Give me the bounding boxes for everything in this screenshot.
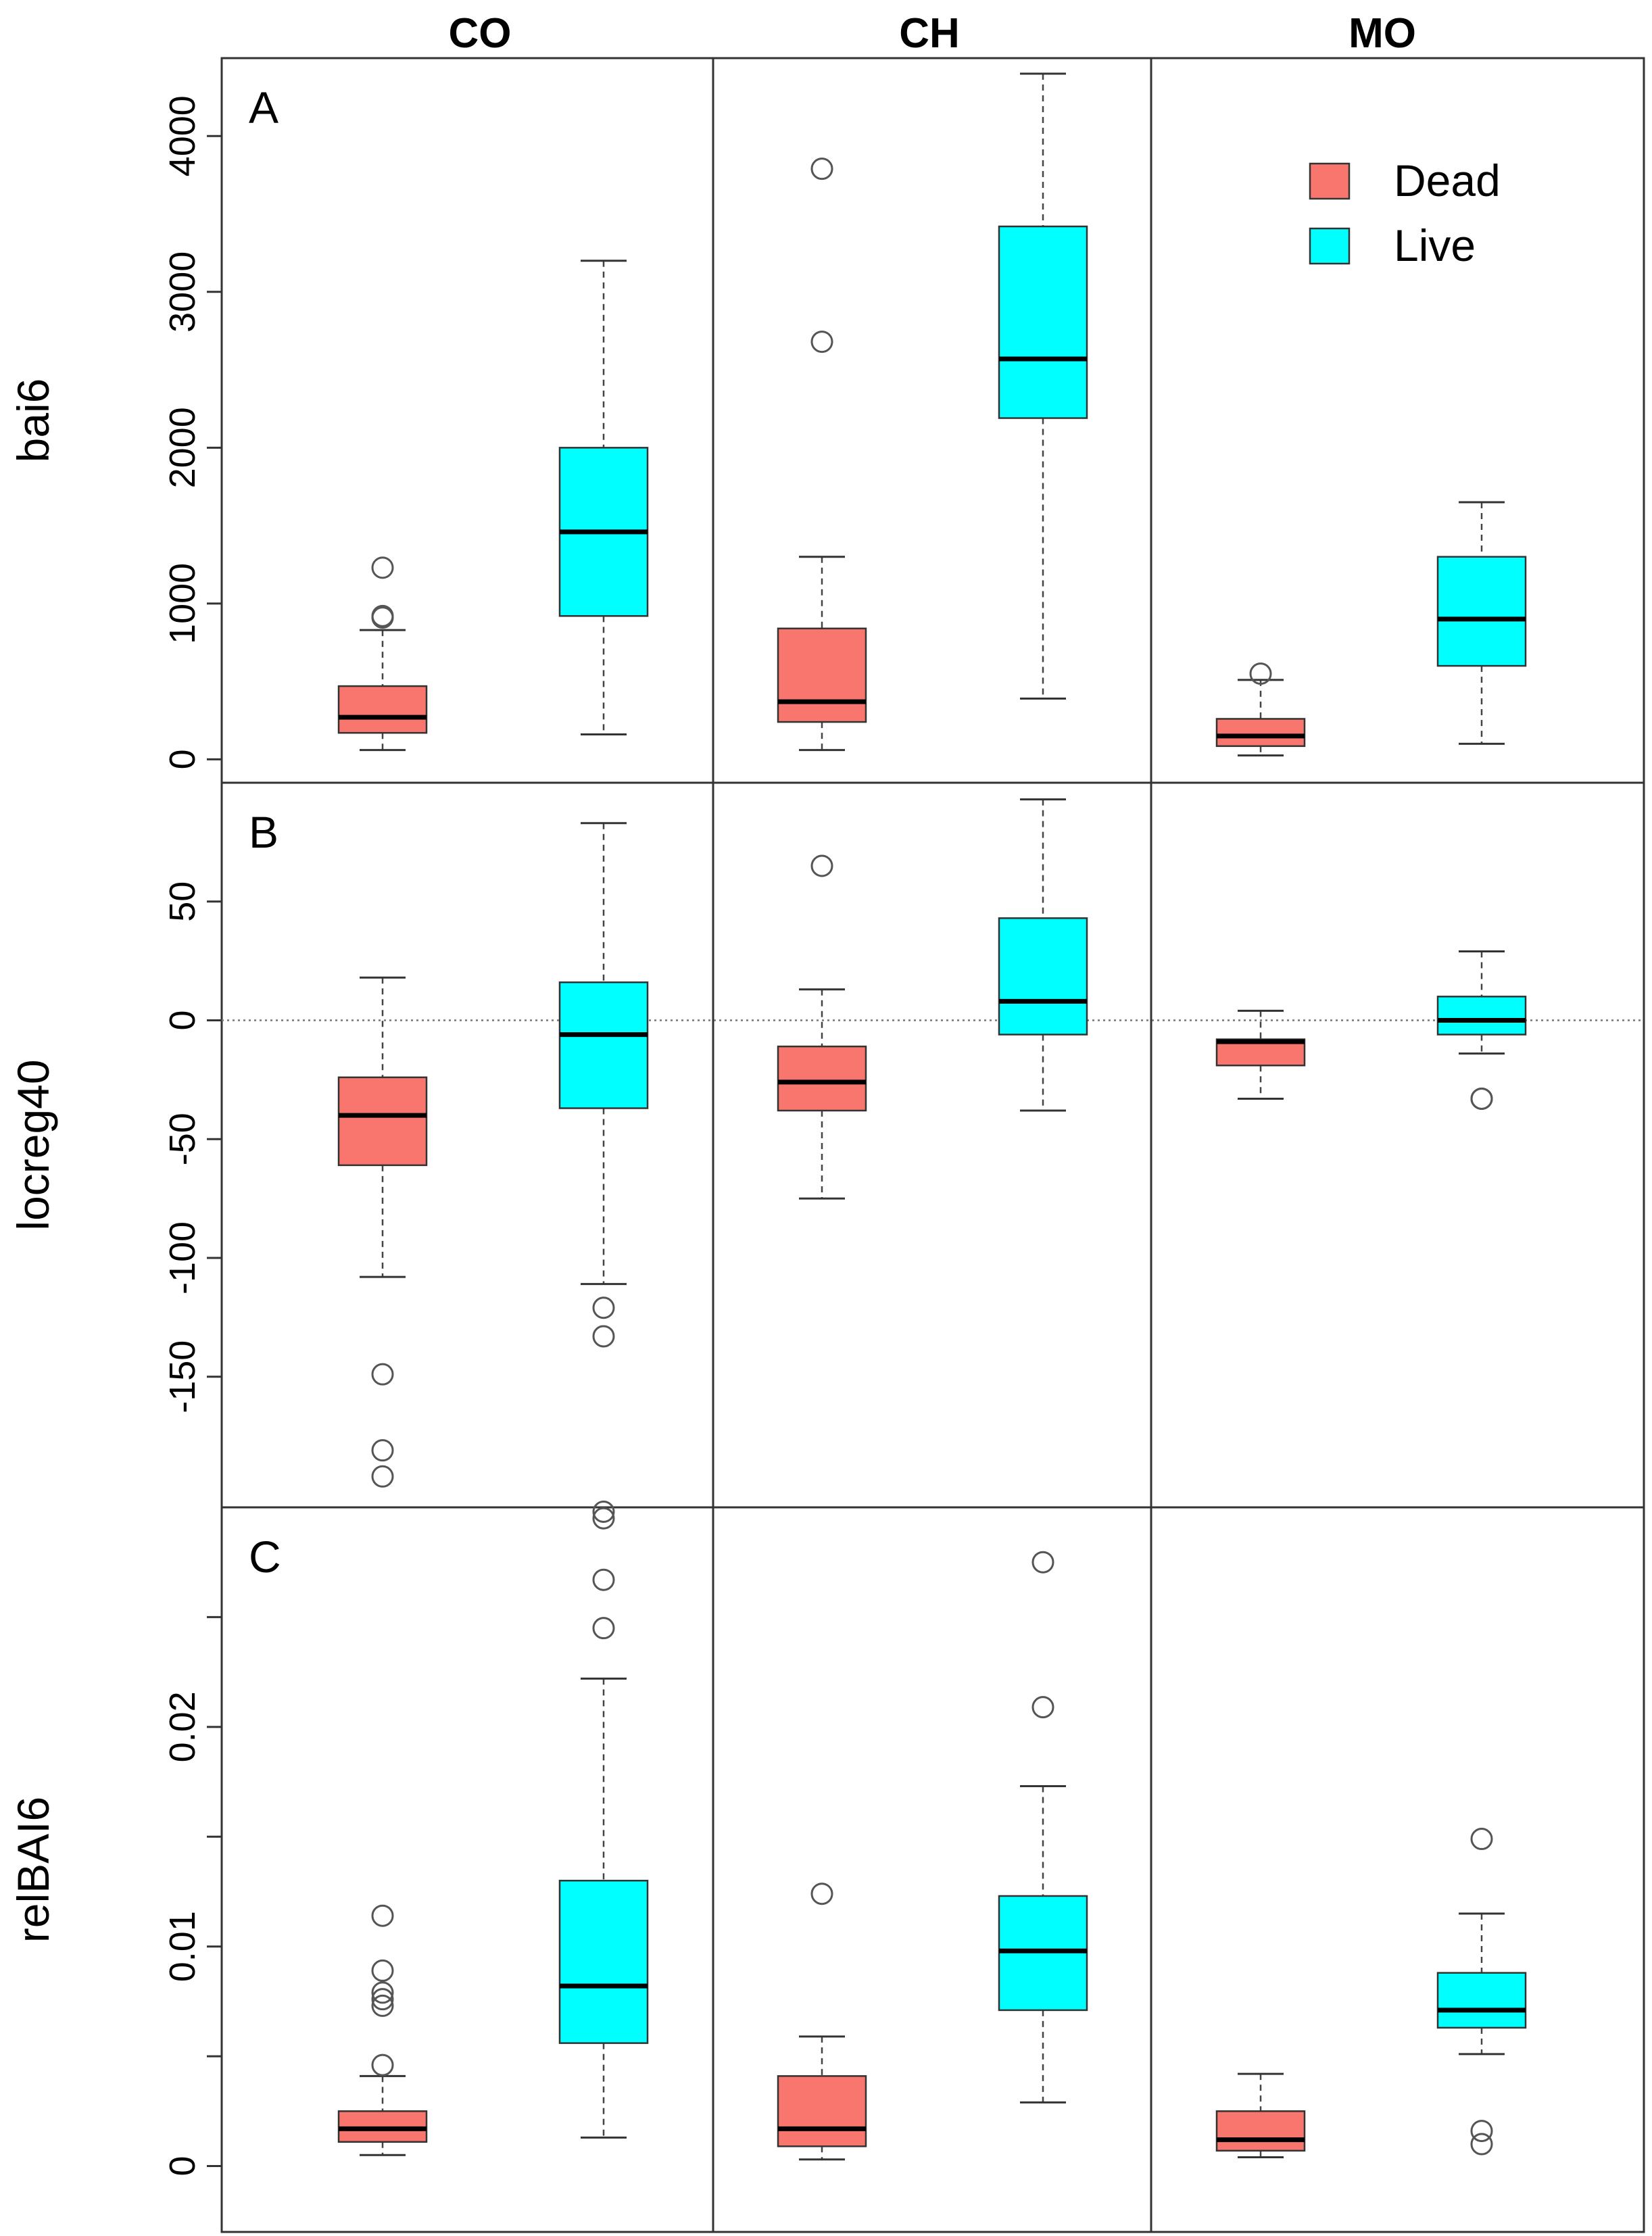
panel-c-co-dead-outlier (371, 1988, 394, 2011)
panel-c-mo-dead-box (1215, 2110, 1306, 2152)
panel-b-frame (220, 781, 1645, 1509)
panel-a: A bai6 0 1000 2000 3000 4000 (8, 57, 1645, 784)
panel-b-co-dead-outlier (371, 1465, 394, 1488)
panel-b-ytick-label: 50 (162, 881, 203, 922)
panel-b-ch-dead-box (777, 1045, 867, 1112)
column-title-mo: MO (1349, 10, 1416, 57)
panel-a-ch-dead-outlier (810, 157, 833, 180)
panel-c-mo-live-outlier (1470, 2133, 1493, 2156)
panel-c-ch-live-outlier (1031, 1696, 1054, 1719)
panel-c-ch-live-outlier (1031, 1551, 1054, 1574)
panel-b-ytick-label: 0 (162, 1010, 203, 1030)
panel-c-ch-dead-box (777, 2075, 867, 2147)
panel-c-ytick-label: 0.02 (162, 1691, 203, 1762)
panel-c: C relBAI6 0 0.01 0.02 (8, 1500, 1645, 2233)
panel-c-co-live-outlier (592, 1500, 615, 1523)
legend-label-live: Live (1394, 220, 1476, 270)
panel-b-mo-live-outlier (1470, 1087, 1493, 1110)
panel-b-ch-live-box (998, 917, 1088, 1036)
panel-c-mo-live-outlier (1470, 2120, 1493, 2143)
legend-swatch-dead (1309, 162, 1351, 200)
panel-c-co-live-outlier (592, 1617, 615, 1640)
panel-b-co-live-box (558, 981, 649, 1109)
panel-a-ytick-label: 3000 (162, 251, 203, 333)
panel-b: B locreg40 -150 -100 -50 0 50 (8, 781, 1645, 1509)
panel-c-mo-live-outlier (1470, 1828, 1493, 1851)
panel-a-ytick-label: 1000 (162, 563, 203, 644)
panel-c-co-dead-outlier (371, 1981, 394, 2004)
panel-c-ytick-label: 0 (162, 2156, 203, 2177)
panel-a-co-dead-outlier (371, 556, 394, 579)
panel-c-mo-live-box (1436, 1972, 1527, 2029)
panel-b-ytick-label: -100 (162, 1221, 203, 1294)
panel-a-mo-dead-outlier (1249, 662, 1272, 685)
panel-b-ytick-label: -50 (162, 1113, 203, 1165)
panel-a-letter: A (249, 82, 278, 132)
panel-c-co-live-box (558, 1879, 649, 2044)
panel-c-co-dead-outlier (371, 2053, 394, 2076)
panel-a-ch-live-box (998, 225, 1088, 419)
legend-swatch-live (1309, 227, 1351, 265)
panel-c-ch-dead-outlier (810, 1882, 833, 1905)
panel-a-mo-live-box (1436, 556, 1527, 667)
panel-c-frame (220, 1506, 1645, 2233)
panel-a-ylabel: bai6 (8, 379, 58, 463)
column-title-co: CO (449, 10, 512, 57)
panel-a-ytick-label: 4000 (162, 95, 203, 176)
panel-c-co-dead-outlier (371, 1994, 394, 2017)
panel-b-ch-dead-outlier (810, 854, 833, 877)
column-title-ch: CH (899, 10, 960, 57)
panel-c-co-live-outlier (592, 1507, 615, 1530)
panel-b-ytick-label: -150 (162, 1340, 203, 1413)
panel-a-co-dead-outlier (371, 604, 394, 627)
panel-a-ch-dead-box (777, 627, 867, 723)
panel-b-co-live-outlier (592, 1325, 615, 1348)
panel-c-letter: C (249, 1532, 281, 1582)
panel-a-ytick-label: 2000 (162, 407, 203, 488)
panel-c-co-live-outlier (592, 1568, 615, 1591)
panel-b-co-dead-box (337, 1076, 428, 1167)
panel-a-co-dead-box (337, 685, 428, 734)
panel-a-ch-dead-outlier (810, 331, 833, 354)
panel-a-mo-dead-box (1215, 718, 1306, 748)
panel-a-ytick-label: 0 (162, 749, 203, 769)
panel-c-co-dead-outlier (371, 1904, 394, 1927)
panel-b-co-dead-outlier (371, 1439, 394, 1462)
legend: Dead Live (1309, 155, 1501, 270)
legend-label-dead: Dead (1394, 155, 1501, 205)
panel-c-ylabel: relBAI6 (8, 1797, 58, 1943)
panel-b-letter: B (249, 807, 278, 857)
panel-c-co-dead-outlier (371, 1959, 394, 1982)
panel-a-co-dead-outlier (371, 606, 394, 629)
panel-b-co-live-outlier (592, 1296, 615, 1319)
panel-c-ytick-label: 0.01 (162, 1911, 203, 1982)
panel-b-ylabel: locreg40 (8, 1059, 58, 1230)
panel-b-co-dead-outlier (371, 1363, 394, 1386)
panel-b-mo-live-box (1436, 996, 1527, 1036)
